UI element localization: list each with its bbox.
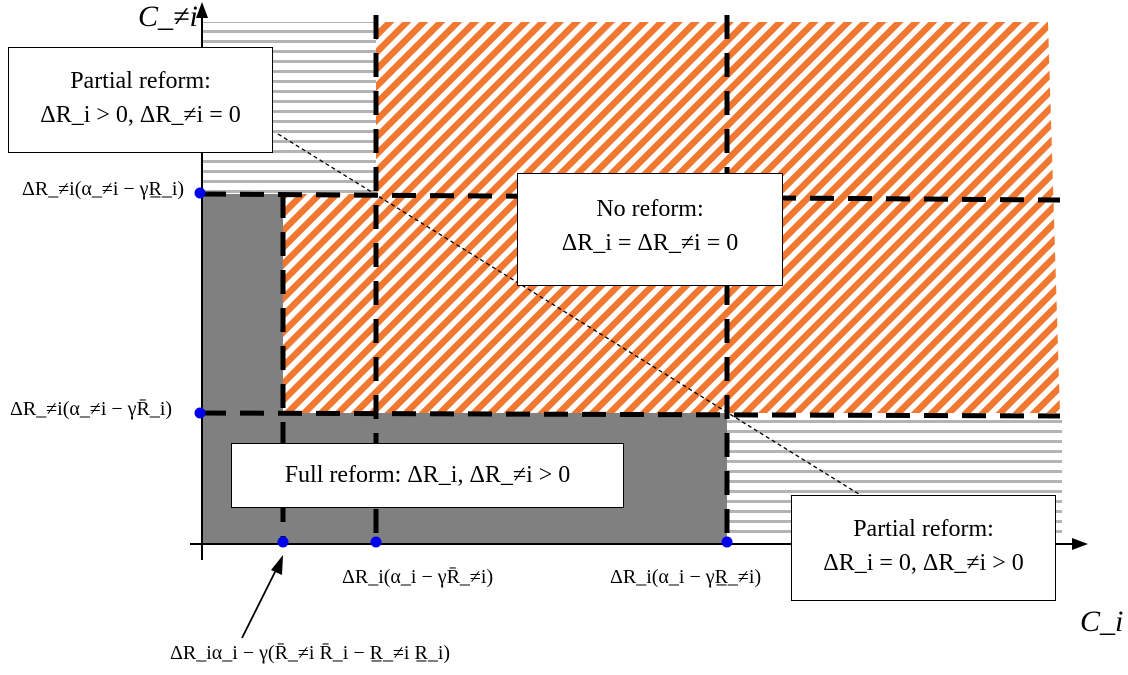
y-tick-label-upper: ΔR_≠i(α_≠i − γR̲_i) [22,178,184,201]
x-marker-3 [722,537,733,548]
full-reform-label: Full reform: ΔR_i, ΔR_≠i > 0 [232,458,623,492]
y-tick-label-lower: ΔR_≠i(α_≠i − γR̄_i) [10,398,172,421]
full-reform-box: Full reform: ΔR_i, ΔR_≠i > 0 [231,443,624,508]
no-reform-title: No reform: [518,192,782,226]
x-marker-2 [371,537,382,548]
x-axis-arrowhead [1072,538,1088,550]
partial-reform-top-condition: ΔR_i > 0, ΔR_≠i = 0 [9,98,272,132]
partial-reform-bottom-title: Partial reform: [792,512,1055,546]
y-axis-label: C_≠i [138,0,198,34]
y-marker-lower [195,408,206,419]
partial-reform-bottom-condition: ΔR_i = 0, ΔR_≠i > 0 [792,546,1055,580]
x-axis-label: C_i [1080,605,1123,639]
partial-reform-top-title: Partial reform: [9,64,272,98]
x-tick-pointer-arrow [242,555,283,638]
x-tick-arrow-label: ΔR_iα_i − γ(R̄_≠i R̄_i − R̲_≠i R̲_i) [170,642,450,665]
y-marker-upper [195,188,206,199]
x-marker-1 [278,537,289,548]
partial-reform-bottom-box: Partial reform: ΔR_i = 0, ΔR_≠i > 0 [791,495,1056,601]
partial-reform-top-box: Partial reform: ΔR_i > 0, ΔR_≠i = 0 [8,47,273,153]
x-tick-label-2: ΔR_i(α_i − γR̲_≠i) [610,566,761,589]
no-reform-condition: ΔR_i = ΔR_≠i = 0 [518,226,782,260]
no-reform-box: No reform: ΔR_i = ΔR_≠i = 0 [517,173,783,286]
x-tick-label-1: ΔR_i(α_i − γR̄_≠i) [342,566,493,589]
boundary-horizontal-2 [202,413,1060,416]
